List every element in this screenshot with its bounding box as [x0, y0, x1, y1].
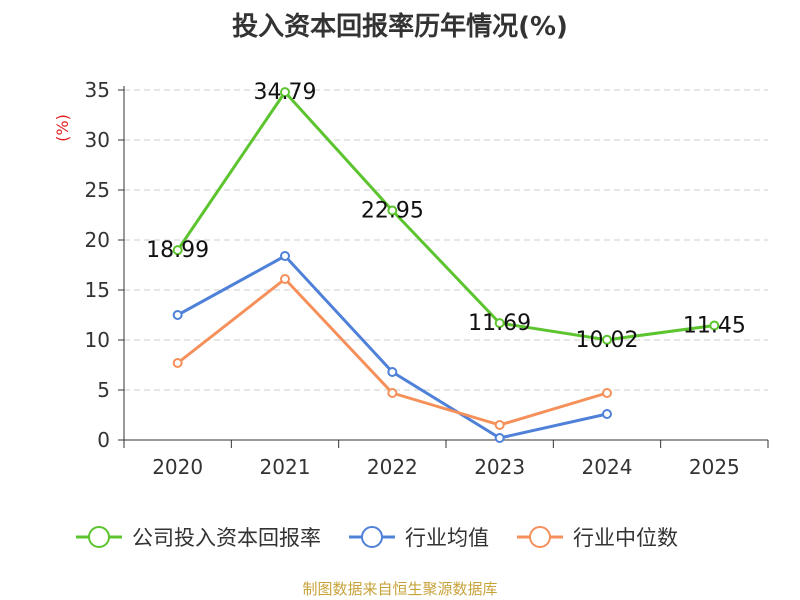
data-point — [280, 274, 290, 284]
data-label: 11.45 — [683, 314, 746, 339]
x-tick-label: 2022 — [367, 455, 418, 479]
data-point — [602, 334, 612, 345]
data-point — [709, 320, 720, 331]
source-label: 制图数据来自恒生聚源数据库 — [302, 580, 498, 598]
chart-title: 投入资本回报率历年情况(%) — [232, 12, 568, 42]
legend-item[interactable]: 行业均值 — [349, 526, 489, 550]
y-tick-label: 15 — [85, 278, 110, 302]
legend-swatch-marker — [88, 526, 110, 548]
legend[interactable]: 公司投入资本回报率 行业均值 行业中位数 — [76, 526, 678, 550]
legend-item[interactable]: 行业中位数 — [517, 526, 678, 550]
data-point — [280, 87, 290, 98]
legend-swatch-marker — [361, 526, 383, 548]
data-point — [387, 367, 398, 377]
data-point — [602, 388, 612, 398]
data-labels: 18.99 34.79 22.95 11.69 10.02 11.45 — [146, 80, 746, 353]
data-point — [494, 433, 505, 443]
data-point — [387, 205, 398, 216]
x-tick-label: 2020 — [152, 455, 203, 479]
grid-lines — [124, 89, 768, 391]
y-tick-label: 30 — [85, 128, 110, 152]
data-point — [494, 318, 505, 329]
series-line — [176, 277, 608, 427]
data-point — [494, 420, 505, 430]
data-point — [172, 310, 183, 320]
legend-label: 行业中位数 — [573, 526, 678, 550]
data-label: 18.99 — [146, 238, 209, 263]
legend-label: 公司投入资本回报率 — [132, 526, 321, 550]
x-tick-label: 2024 — [582, 455, 633, 479]
y-tick-label: 5 — [97, 378, 110, 402]
data-point — [602, 409, 612, 419]
y-tick-label: 35 — [85, 78, 110, 102]
data-label: 34.79 — [254, 80, 317, 105]
data-point — [387, 388, 398, 398]
legend-item[interactable]: 公司投入资本回报率 — [76, 526, 321, 550]
x-tick-label: 2023 — [474, 455, 525, 479]
x-tick-label: 2025 — [689, 455, 740, 479]
data-point — [280, 251, 290, 261]
series-lines — [172, 87, 720, 443]
series-line — [176, 90, 715, 342]
data-point — [172, 358, 183, 368]
x-tick-label: 2021 — [260, 455, 311, 479]
y-tick-label: 10 — [85, 328, 110, 352]
data-label: 10.02 — [576, 328, 639, 353]
legend-swatch-marker — [529, 526, 551, 548]
y-tick-label: 25 — [85, 178, 110, 202]
y-axis-label: (%) — [53, 114, 72, 142]
legend-label: 行业均值 — [405, 526, 489, 550]
data-label: 11.69 — [468, 311, 531, 336]
data-label: 22.95 — [361, 199, 424, 224]
data-point — [172, 245, 183, 256]
y-tick-label: 0 — [97, 428, 110, 452]
y-tick-label: 20 — [85, 228, 110, 252]
